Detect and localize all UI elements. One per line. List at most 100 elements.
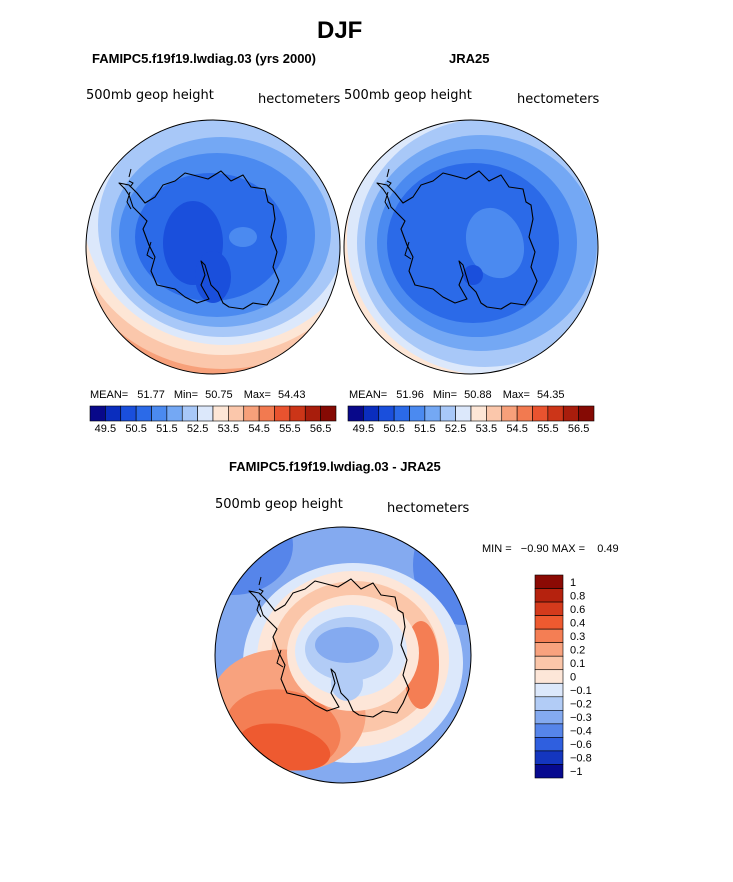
diff-colorbar-swatch <box>534 628 564 643</box>
left-min-value: 50.75 <box>205 389 233 401</box>
left-max-value: 54.43 <box>277 389 306 401</box>
diff-colorbar-swatch <box>534 669 564 684</box>
left-mean-label: MEAN= <box>90 389 129 401</box>
left-colorbar-tick-label: 49.5 <box>95 423 116 435</box>
right-colorbar-swatch <box>393 405 410 422</box>
right-colorbar-swatch <box>347 405 364 422</box>
right-colorbar-swatch <box>470 405 487 422</box>
left-colorbar-tick-label: 55.5 <box>279 423 300 435</box>
right-panel-title: JRA25 <box>449 51 490 66</box>
right-mean-value: 51.96 <box>396 389 424 401</box>
left-colorbar-tick-label: 56.5 <box>310 423 331 435</box>
right-colorbar-tick-label: 55.5 <box>537 423 558 435</box>
diff-units-label: hectometers <box>387 501 470 516</box>
right-colorbar-swatch <box>532 405 549 422</box>
right-colorbar-tick-label: 52.5 <box>445 423 466 435</box>
right-polar-map-border <box>343 119 599 375</box>
diff-colorbar-swatch <box>534 710 564 725</box>
diff-variable-label: 500mb geop height <box>215 497 343 512</box>
right-colorbar-swatch <box>378 405 395 422</box>
left-colorbar-swatch <box>304 405 321 422</box>
diff-polar-map-contour-band-13 <box>315 627 379 663</box>
diff-colorbar-swatch <box>534 615 564 630</box>
diff-colorbar-swatch <box>534 655 564 671</box>
right-polar-map-contour-band-6 <box>465 207 525 279</box>
right-mean-label: MEAN= <box>349 389 388 401</box>
left-colorbar-swatch <box>166 405 183 422</box>
diff-colorbar-tick-label: −0.1 <box>570 685 592 697</box>
right-colorbar-swatch <box>547 405 564 422</box>
left-polar-map-contour-band-9 <box>195 251 231 303</box>
diff-colorbar-tick-label: 0.3 <box>570 631 585 643</box>
diff-colorbar-swatch <box>534 642 564 657</box>
left-polar-map-border <box>85 119 341 375</box>
right-stats: MEAN= 51.96 Min= 50.88 Max= 54.35 <box>349 389 565 401</box>
left-colorbar-swatch <box>258 405 275 422</box>
diff-colorbar-tick-label: −0.6 <box>570 739 592 751</box>
left-colorbar-swatch <box>289 405 306 422</box>
left-colorbar-swatch <box>151 405 168 422</box>
left-colorbar-tick-label: 50.5 <box>125 423 146 435</box>
diff-stats: MIN = −0.90 MAX = 0.49 <box>482 543 619 555</box>
right-colorbar-tick-label: 54.5 <box>506 423 527 435</box>
left-colorbar-tick-label: 54.5 <box>248 423 269 435</box>
left-variable-label: 500mb geop height <box>86 88 214 103</box>
left-colorbar-swatch <box>243 405 260 422</box>
diff-colorbar-tick-label: 0.1 <box>570 658 585 670</box>
page-title: DJF <box>317 17 363 44</box>
left-colorbar: 49.5 50.5 51.5 52.5 53.5 54.5 55.5 56.5 <box>89 405 337 435</box>
right-colorbar: 49.5 50.5 51.5 52.5 53.5 54.5 55.5 56.5 <box>347 405 595 435</box>
diff-colorbar-tick-label: 0 <box>570 672 576 684</box>
left-mean-value: 51.77 <box>137 389 165 401</box>
diff-colorbar-tick-label: −0.4 <box>570 726 592 738</box>
left-colorbar-tick-label: 52.5 <box>187 423 208 435</box>
diff-colorbar-swatch <box>534 574 564 589</box>
left-stats: MEAN= 51.77 Min= 50.75 Max= 54.43 <box>90 389 306 401</box>
left-colorbar-tick-label: 51.5 <box>156 423 177 435</box>
left-colorbar-swatch <box>89 405 106 422</box>
left-colorbar-swatch <box>320 405 337 422</box>
diff-colorbar-tick-label: 0.8 <box>570 590 585 602</box>
right-min-value: 50.88 <box>464 389 492 401</box>
diff-colorbar: 10.8 0.60.4 0.30.2 0.1 0−0.1 −0.2−0.3 −0.4−0.6… <box>534 574 592 779</box>
diff-colorbar-tick-label: 0.6 <box>570 604 585 616</box>
diff-polar-map-contour-band-1 <box>215 527 293 595</box>
diff-colorbar-swatch <box>534 696 564 711</box>
diff-colorbar-tick-label: −0.3 <box>570 712 592 724</box>
diff-colorbar-tick-label: −0.8 <box>570 753 592 765</box>
diff-colorbar-tick-label: 0.4 <box>570 617 585 629</box>
right-colorbar-tick-label: 50.5 <box>383 423 404 435</box>
left-colorbar-swatch <box>105 405 122 422</box>
diff-polar-map <box>215 527 471 783</box>
right-max-label: Max= <box>502 389 530 401</box>
diff-colorbar-swatch <box>534 601 564 616</box>
right-variable-label: 500mb geop height <box>344 88 472 103</box>
diff-colorbar-tick-label: −0.2 <box>570 699 592 711</box>
right-colorbar-swatch <box>486 405 503 422</box>
left-max-label: Max= <box>243 389 271 401</box>
diff-colorbar-swatch <box>534 723 564 738</box>
right-colorbar-swatch <box>409 405 426 422</box>
right-colorbar-swatch <box>424 405 441 422</box>
right-colorbar-tick-label: 49.5 <box>353 423 374 435</box>
left-colorbar-tick-label: 53.5 <box>218 423 239 435</box>
left-colorbar-swatch <box>120 405 137 422</box>
diff-colorbar-tick-label: −1 <box>570 766 583 778</box>
right-colorbar-tick-label: 51.5 <box>414 423 435 435</box>
diff-colorbar-swatch <box>534 737 564 752</box>
right-colorbar-tick-label: 56.5 <box>568 423 589 435</box>
right-colorbar-tick-label: 53.5 <box>476 423 497 435</box>
right-colorbar-swatch <box>439 405 456 422</box>
left-colorbar-swatch <box>197 405 214 422</box>
right-min-label: Min= <box>432 389 458 401</box>
right-colorbar-swatch <box>363 405 380 422</box>
left-polar-map-contour-band-10 <box>229 227 257 247</box>
left-colorbar-swatch <box>228 405 245 422</box>
right-colorbar-swatch <box>455 405 472 422</box>
left-colorbar-swatch <box>212 405 229 422</box>
right-units-label: hectometers <box>517 92 600 107</box>
diff-colorbar-swatch <box>534 750 564 765</box>
left-colorbar-swatch <box>274 405 291 422</box>
diff-colorbar-swatch <box>534 588 564 603</box>
right-colorbar-swatch <box>516 405 533 422</box>
